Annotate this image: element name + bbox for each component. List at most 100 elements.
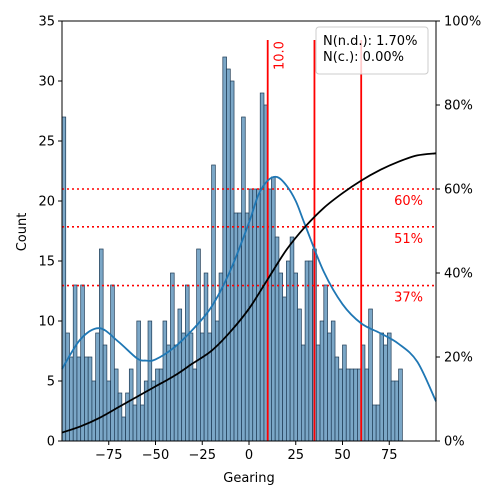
x-tick-label: 25 [287, 448, 304, 463]
histogram-bar [304, 260, 310, 442]
histogram-bar [345, 368, 351, 442]
x-tick-label: 75 [381, 448, 398, 463]
histogram-bar [173, 344, 179, 442]
histogram-bar [177, 308, 183, 442]
x-tick-label: 50 [334, 448, 351, 463]
percentage-reference-lines: 60% 51% 37% [62, 188, 436, 306]
histogram-bar [278, 272, 284, 442]
histogram-bar [349, 368, 355, 442]
histogram-bar [297, 308, 302, 442]
histogram-bar [147, 320, 153, 442]
histogram-bar [214, 320, 220, 442]
histogram-bar [375, 404, 381, 442]
marker-line-label: 10.0 [273, 41, 288, 70]
histogram-bar [80, 284, 85, 442]
histogram-bar [334, 356, 340, 442]
histogram-bar [196, 248, 201, 442]
y2-tick-label: 0% [444, 435, 465, 450]
histogram-bar [390, 380, 396, 442]
histogram-bar [244, 212, 250, 442]
histogram-bar [185, 284, 190, 442]
cumulative-curve [61, 152, 437, 434]
histogram-bar [110, 284, 115, 442]
x-axis-label: Gearing [223, 471, 275, 486]
histogram-bar [383, 344, 388, 442]
histogram-bar [61, 116, 67, 442]
histogram-bar [151, 380, 156, 442]
histogram-bar [158, 368, 164, 442]
histogram-bar [128, 368, 134, 442]
secondary-y-axis-ticks: 0% 20% 40% 60% 80% 100% [436, 15, 481, 450]
histogram-bar [121, 416, 126, 442]
histogram-bar [286, 260, 291, 442]
histogram-bar [327, 332, 332, 442]
y2-tick-label: 100% [444, 15, 481, 30]
histogram-bar [207, 332, 212, 442]
y2-tick-label: 40% [444, 267, 473, 282]
y-tick-label: 20 [38, 195, 55, 210]
x-tick-label: −25 [189, 448, 216, 463]
legend-line-2: N(c.): 0.00% [323, 50, 404, 65]
histogram-bar [241, 116, 246, 442]
histogram-bar [319, 320, 325, 442]
histogram-bar [330, 320, 336, 442]
histogram-bar [301, 344, 306, 442]
legend: N(n.d.): 1.70% N(c.): 0.00% [315, 26, 429, 75]
histogram-bar [338, 368, 343, 442]
histogram-bar [125, 392, 130, 442]
kde-curve [61, 175, 437, 402]
histogram-bar [136, 320, 141, 442]
reference-line-label: 51% [394, 232, 423, 247]
histogram-bar [132, 404, 138, 442]
histogram-bar [394, 380, 399, 442]
histogram-bar [166, 344, 171, 442]
histogram-bar [323, 284, 328, 442]
histogram-bar [95, 332, 100, 442]
y-tick-label: 5 [47, 375, 55, 390]
histogram-bar [87, 356, 93, 442]
histogram-bar [226, 68, 231, 442]
histogram-bar [271, 176, 276, 442]
y-tick-label: 0 [47, 435, 55, 450]
y-tick-label: 10 [38, 315, 55, 330]
reference-line-label: 37% [394, 291, 423, 306]
y2-tick-label: 20% [444, 351, 473, 366]
histogram-bars [61, 56, 403, 442]
histogram-bar [65, 332, 70, 442]
x-tick-label: 0 [245, 448, 253, 463]
histogram-bar [72, 284, 78, 442]
histogram-bar [188, 332, 194, 442]
histogram-bar [170, 272, 175, 442]
histogram-bar [387, 332, 392, 442]
legend-box [315, 26, 429, 75]
histogram-bar [372, 404, 377, 442]
histogram-bar [293, 272, 298, 442]
histogram-bar [203, 272, 209, 442]
histogram-bar [218, 272, 224, 442]
histogram-bar [222, 56, 227, 442]
histogram-bar [259, 92, 265, 442]
histogram-bar [140, 404, 145, 442]
histogram-bar [315, 344, 321, 442]
histogram-bar [84, 356, 89, 442]
histogram-bar [364, 368, 370, 442]
histogram-bar [353, 368, 358, 442]
y-tick-label: 15 [38, 255, 55, 270]
histogram-bar [308, 260, 313, 442]
histogram-bar [200, 332, 205, 442]
reference-line-label: 60% [394, 194, 423, 209]
y-tick-label: 25 [38, 135, 55, 150]
histogram-bar [117, 392, 123, 442]
y2-tick-label: 60% [444, 183, 473, 198]
histogram-bar [379, 332, 384, 442]
y2-tick-label: 80% [444, 99, 473, 114]
y-tick-label: 30 [38, 75, 55, 90]
histogram-bar [102, 344, 108, 442]
histogram-bar [181, 332, 186, 442]
histogram-bar [114, 368, 119, 442]
histogram-bar [342, 344, 347, 442]
histogram-bar [289, 236, 295, 442]
histogram-bar [398, 368, 403, 442]
x-tick-label: −75 [95, 448, 122, 463]
